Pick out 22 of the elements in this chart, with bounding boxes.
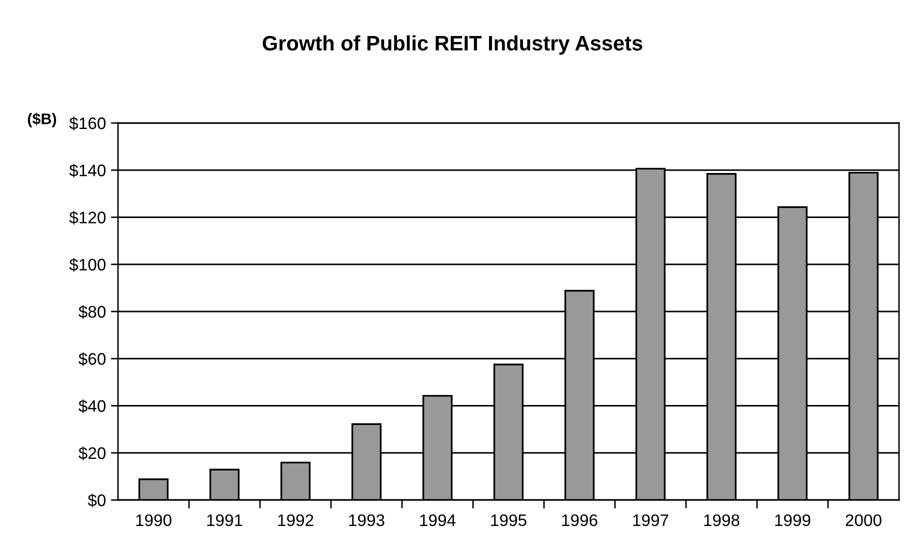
x-tick-label: 1998 (704, 514, 740, 526)
y-tick-label: $0 (88, 494, 106, 508)
x-tick-label: 1991 (207, 514, 242, 526)
y-tick-label: $160 (69, 116, 106, 130)
x-tick-label: 1995 (491, 514, 526, 526)
x-tick-label: 1997 (633, 514, 668, 526)
y-tick-label: $40 (78, 399, 106, 413)
x-tick-label: 2000 (846, 514, 882, 526)
x-tick-label: 1993 (349, 514, 384, 526)
y-tick-label: $120 (69, 210, 106, 224)
y-tick-label: $60 (78, 352, 106, 366)
chart-title: Growth of Public REIT Industry Assets (262, 35, 642, 55)
x-tick-label: 1994 (420, 514, 456, 526)
x-tick-label: 1992 (278, 514, 314, 526)
y-tick-label: $20 (78, 446, 106, 460)
x-tick-label: 1990 (136, 514, 172, 526)
y-tick-label: $140 (69, 164, 106, 178)
y-axis-title: ($B) (28, 112, 56, 128)
y-tick-label: $80 (78, 305, 106, 319)
x-tick-label: 1996 (562, 514, 598, 526)
x-tick-label: 1999 (775, 514, 810, 526)
y-tick-label: $100 (69, 258, 106, 272)
